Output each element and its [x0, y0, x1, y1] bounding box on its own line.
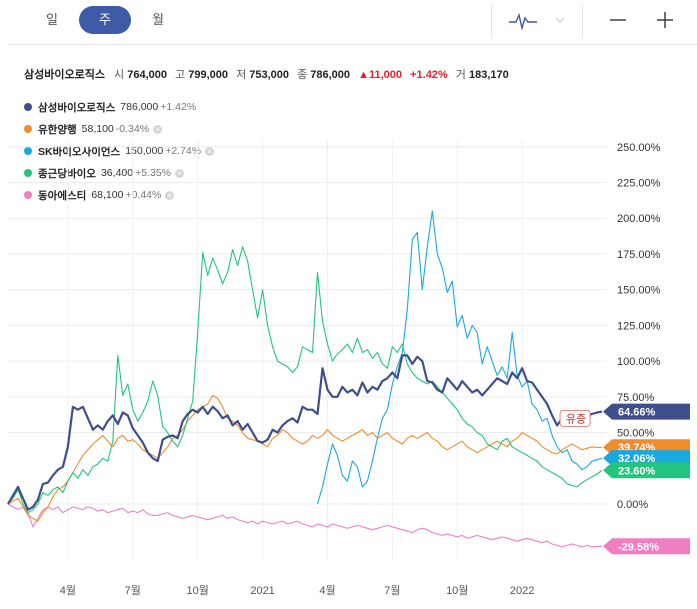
volume-value: 183,170 — [468, 69, 509, 81]
legend-value: 36,400 — [100, 167, 134, 179]
legend-item-sk[interactable]: SK바이오사이언스 150,000 +2.74% × — [24, 140, 215, 162]
legend-dot — [24, 191, 32, 199]
remove-series-icon[interactable]: × — [175, 168, 184, 178]
legend-change: +2.74% — [165, 145, 202, 157]
period-toolbar: 일 주 월 — [0, 0, 697, 40]
change-percent: +1.42% — [410, 69, 448, 81]
chart-type-dropdown[interactable] — [552, 6, 568, 34]
y-tick-label: 100.00% — [617, 356, 661, 368]
chevron-down-icon — [555, 17, 565, 23]
zoom-out-button[interactable] — [604, 6, 632, 34]
tab-monthly[interactable]: 월 — [152, 12, 164, 27]
volume-label: 거 — [455, 69, 466, 81]
legend-dot — [24, 103, 32, 111]
x-tick-label: 10월 — [187, 584, 209, 597]
close-value: 786,000 — [310, 69, 351, 81]
legend-item-ckd[interactable]: 종근당바이오 36,400 +5.35% × — [24, 162, 214, 184]
legend-item-yuhan[interactable]: 유한양행 58,100 -0.34% × — [24, 118, 214, 140]
y-tick-label: 225.00% — [617, 177, 661, 189]
remove-series-icon[interactable]: × — [165, 190, 175, 200]
legend-item-samsung[interactable]: 삼성바이오로직스 786,000 +1.42% — [24, 96, 214, 118]
series-line-samsung — [7, 354, 603, 511]
y-tick-label: 175.00% — [617, 249, 661, 261]
end-value-tag — [603, 538, 690, 555]
open-value: 764,000 — [127, 69, 167, 81]
chart-type-button[interactable] — [505, 6, 541, 34]
minus-icon — [610, 19, 626, 21]
change-value: ▲11,000 — [358, 69, 403, 81]
end-value-label: 23.60% — [618, 465, 656, 477]
y-tick-label: 250.00% — [617, 142, 661, 154]
high-label: 고 — [175, 69, 186, 81]
series-line-ckd — [7, 246, 603, 514]
x-tick-label: 7월 — [384, 584, 400, 597]
legend-dot — [24, 147, 32, 155]
remove-series-icon[interactable]: × — [153, 124, 163, 134]
x-tick-label: 7월 — [125, 584, 141, 597]
y-tick-label: 75.00% — [617, 392, 655, 404]
end-value-label: 64.66% — [618, 407, 656, 419]
high-value: 799,000 — [188, 69, 228, 81]
x-tick-label: 2021 — [250, 585, 274, 597]
legend-name: 동아에스티 — [38, 189, 87, 202]
y-tick-label: 50.00% — [617, 428, 655, 440]
legend-change: +1.42% — [160, 101, 197, 113]
series-line-yuhan — [7, 394, 603, 522]
annotation-box — [559, 410, 591, 427]
legend-value: 68,100 — [91, 189, 124, 201]
end-value-tag — [603, 403, 690, 420]
legend: 삼성바이오로직스 786,000 +1.42% 유한양행 58,100 -0.3… — [24, 96, 215, 206]
remove-series-icon[interactable]: × — [205, 146, 215, 156]
legend-name: 유한양행 — [38, 123, 77, 136]
legend-value: 58,100 — [81, 123, 114, 135]
plus-icon — [657, 12, 673, 28]
legend-change: +0.44% — [125, 189, 162, 201]
legend-name: 삼성바이오로직스 — [38, 101, 116, 114]
end-value-tag — [603, 450, 690, 467]
toolbar-separator — [491, 4, 492, 38]
end-value-label: -29.58% — [618, 541, 659, 553]
x-tick-label: 10월 — [446, 584, 468, 597]
line-chart-icon — [509, 12, 537, 31]
legend-dot — [24, 125, 32, 133]
x-tick-label: 2022 — [510, 585, 534, 597]
close-label: 종 — [297, 69, 308, 81]
legend-name: 종근당바이오 — [38, 167, 96, 180]
zoom-in-button[interactable] — [651, 6, 679, 34]
toolbar-separator — [582, 4, 583, 38]
legend-name: SK바이오사이언스 — [38, 145, 121, 158]
y-tick-label: 150.00% — [617, 285, 661, 297]
legend-item-donga[interactable]: 동아에스티 68,100 +0.44% × — [24, 184, 214, 206]
legend-change: -0.34% — [115, 123, 150, 135]
toolbar-divider — [8, 44, 697, 45]
low-label: 저 — [236, 69, 247, 81]
annotation-label: 유증 — [566, 412, 586, 425]
tab-weekly[interactable]: 주 — [79, 6, 131, 34]
series-line-sk — [316, 210, 603, 505]
x-tick-label: 4월 — [319, 584, 335, 597]
legend-value: 150,000 — [125, 145, 164, 157]
open-label: 시 — [114, 69, 125, 81]
end-value-label: 32.06% — [618, 453, 656, 465]
y-tick-label: 200.00% — [617, 213, 661, 225]
series-line-donga — [7, 503, 603, 548]
y-tick-label: 125.00% — [617, 320, 661, 332]
y-tick-label: 0.00% — [617, 499, 648, 511]
end-value-tag — [603, 462, 690, 479]
price-summary: 삼성바이오로직스 시 764,000 고 799,000 저 753,000 종… — [24, 66, 514, 82]
legend-change: +5.35% — [135, 167, 171, 179]
low-value: 753,000 — [249, 69, 290, 81]
tab-daily[interactable]: 일 — [46, 12, 58, 27]
legend-dot — [24, 169, 32, 177]
legend-value: 786,000 — [120, 101, 159, 113]
x-tick-label: 4월 — [60, 584, 76, 597]
stock-name: 삼성바이오로직스 — [24, 69, 105, 81]
